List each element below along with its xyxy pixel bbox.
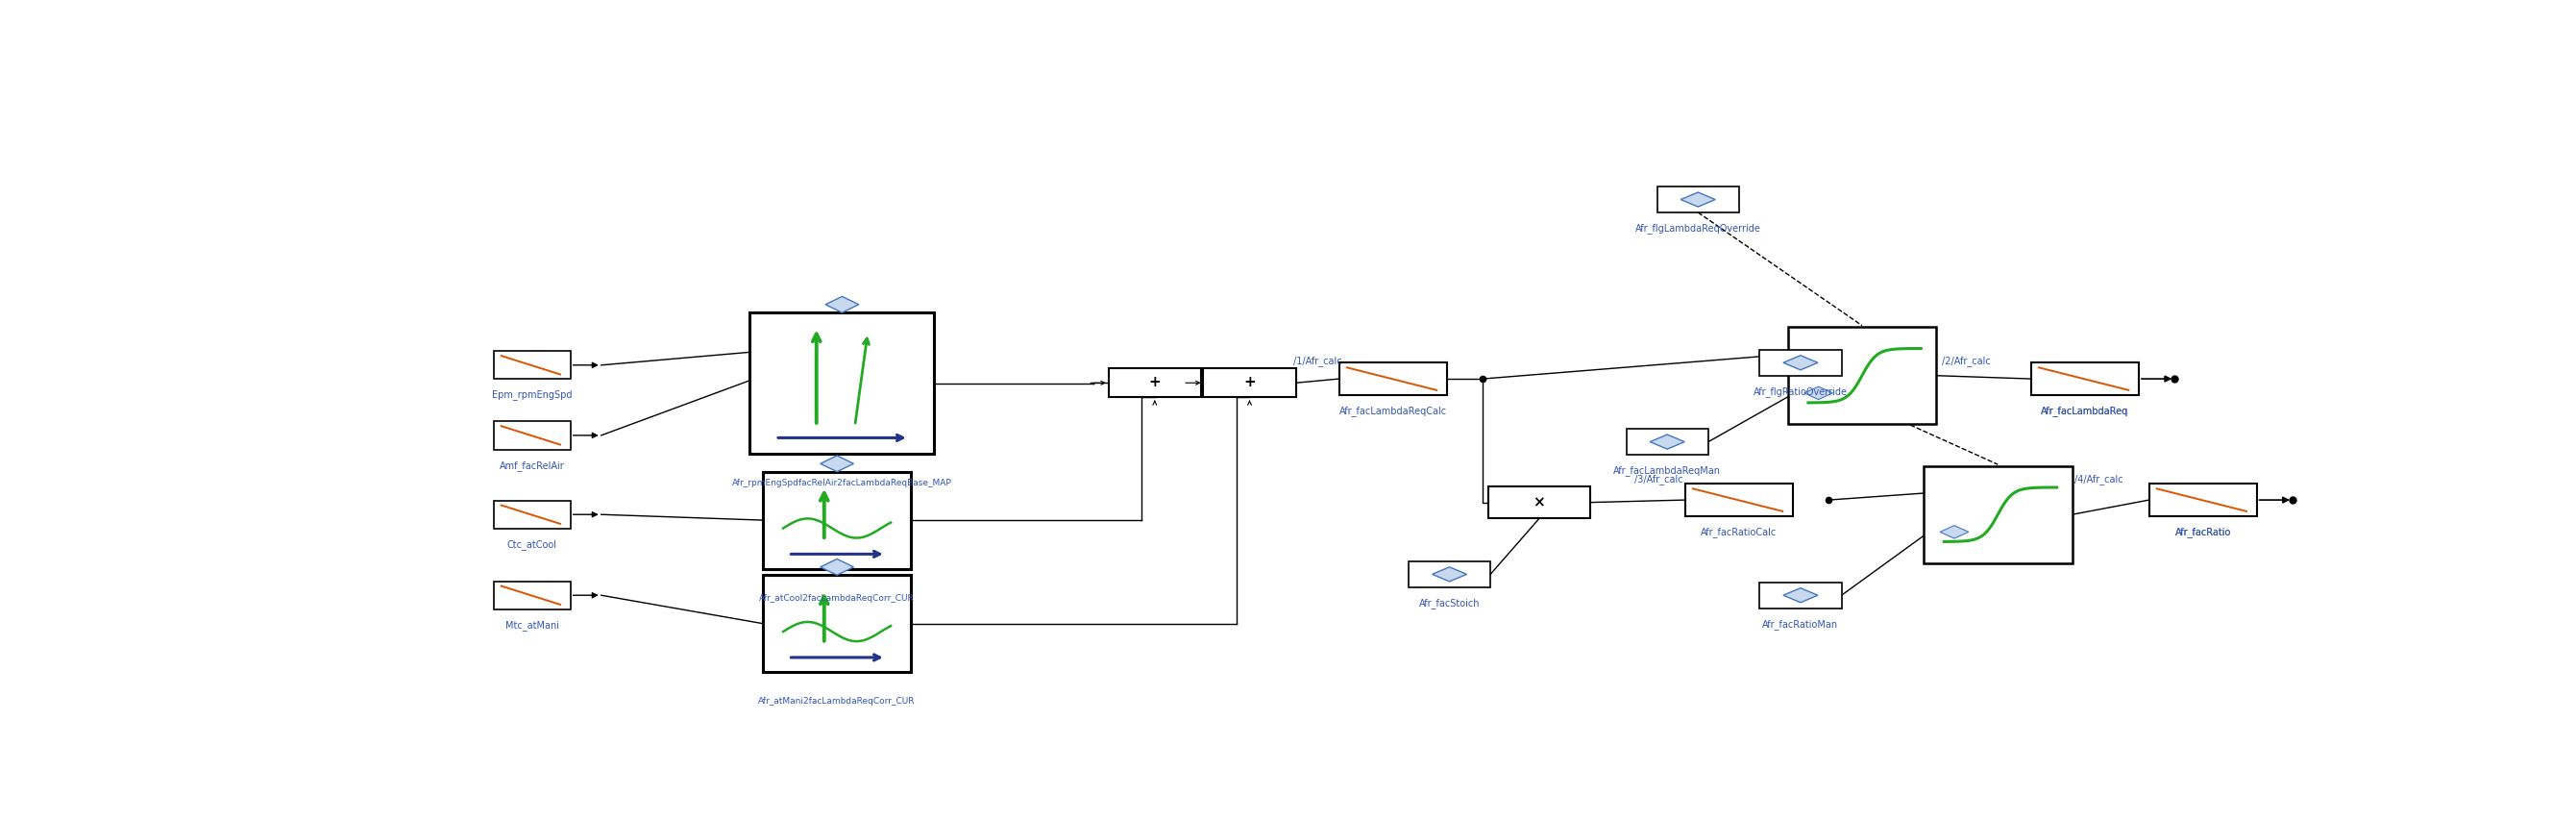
FancyBboxPatch shape <box>1924 467 2071 563</box>
Text: Afr_facLambdaReq: Afr_facLambdaReq <box>2040 405 2128 416</box>
FancyBboxPatch shape <box>2030 363 2138 395</box>
FancyBboxPatch shape <box>1108 369 1200 398</box>
FancyBboxPatch shape <box>2148 485 2257 517</box>
Text: Afr_facRatioCalc: Afr_facRatioCalc <box>1700 526 1777 536</box>
Polygon shape <box>819 456 853 472</box>
Polygon shape <box>1783 356 1819 371</box>
FancyBboxPatch shape <box>1409 562 1492 587</box>
Text: +: + <box>1244 375 1255 389</box>
Polygon shape <box>824 297 858 313</box>
Text: Afr_facRatioMan: Afr_facRatioMan <box>1762 618 1839 629</box>
Text: Afr_facStoich: Afr_facStoich <box>1419 597 1481 608</box>
FancyBboxPatch shape <box>1685 485 1793 517</box>
Text: Epm_rpmEngSpd: Epm_rpmEngSpd <box>492 389 572 400</box>
Polygon shape <box>1940 526 1968 539</box>
Polygon shape <box>1803 387 1832 400</box>
FancyBboxPatch shape <box>1788 328 1937 425</box>
FancyBboxPatch shape <box>1759 350 1842 376</box>
Text: /3/Afr_calc: /3/Afr_calc <box>1633 474 1682 485</box>
FancyBboxPatch shape <box>495 501 569 529</box>
Text: /1/Afr_calc: /1/Afr_calc <box>1293 355 1342 366</box>
Text: +: + <box>1149 375 1162 389</box>
FancyBboxPatch shape <box>1340 363 1448 395</box>
Text: Ctc_atCool: Ctc_atCool <box>507 539 556 549</box>
Text: Afr_facRatio: Afr_facRatio <box>2174 526 2231 536</box>
Text: /4/Afr_calc: /4/Afr_calc <box>2074 474 2123 485</box>
FancyBboxPatch shape <box>762 472 912 569</box>
FancyBboxPatch shape <box>1203 369 1296 398</box>
Polygon shape <box>819 559 853 576</box>
Text: Afr_facLambdaReq: Afr_facLambdaReq <box>2040 405 2128 416</box>
Polygon shape <box>1783 588 1819 603</box>
Text: Afr_rpmEngSpdfacRelAir2facLambdaReqBase_MAP: Afr_rpmEngSpdfacRelAir2facLambdaReqBase_… <box>732 479 953 487</box>
FancyBboxPatch shape <box>750 313 935 454</box>
Text: Afr_facLambdaReqCalc: Afr_facLambdaReqCalc <box>1340 405 1448 416</box>
FancyBboxPatch shape <box>1656 187 1739 213</box>
Text: Afr_facLambdaReqMan: Afr_facLambdaReqMan <box>1613 465 1721 476</box>
Text: Afr_atMani2facLambdaReqCorr_CUR: Afr_atMani2facLambdaReqCorr_CUR <box>757 696 914 705</box>
Text: Afr_flgLambdaReqOverride: Afr_flgLambdaReqOverride <box>1636 223 1762 234</box>
Text: Afr_atCool2facLambdaReqCorr_CUR: Afr_atCool2facLambdaReqCorr_CUR <box>760 593 914 602</box>
FancyBboxPatch shape <box>1625 430 1708 455</box>
FancyBboxPatch shape <box>495 421 569 450</box>
FancyBboxPatch shape <box>1759 583 1842 608</box>
Polygon shape <box>1680 193 1716 207</box>
Polygon shape <box>1651 435 1685 449</box>
FancyBboxPatch shape <box>762 576 912 672</box>
Text: Mtc_atMani: Mtc_atMani <box>505 619 559 630</box>
FancyBboxPatch shape <box>1489 486 1589 519</box>
Text: Amf_facRelAir: Amf_facRelAir <box>500 459 564 470</box>
Text: Afr_flgRatioOverride: Afr_flgRatioOverride <box>1754 385 1847 396</box>
FancyBboxPatch shape <box>495 581 569 609</box>
Text: ×: × <box>1533 494 1546 509</box>
Text: Afr_facRatio: Afr_facRatio <box>2174 526 2231 536</box>
FancyBboxPatch shape <box>495 352 569 380</box>
Text: /2/Afr_calc: /2/Afr_calc <box>1942 355 1991 366</box>
Polygon shape <box>1432 567 1466 582</box>
